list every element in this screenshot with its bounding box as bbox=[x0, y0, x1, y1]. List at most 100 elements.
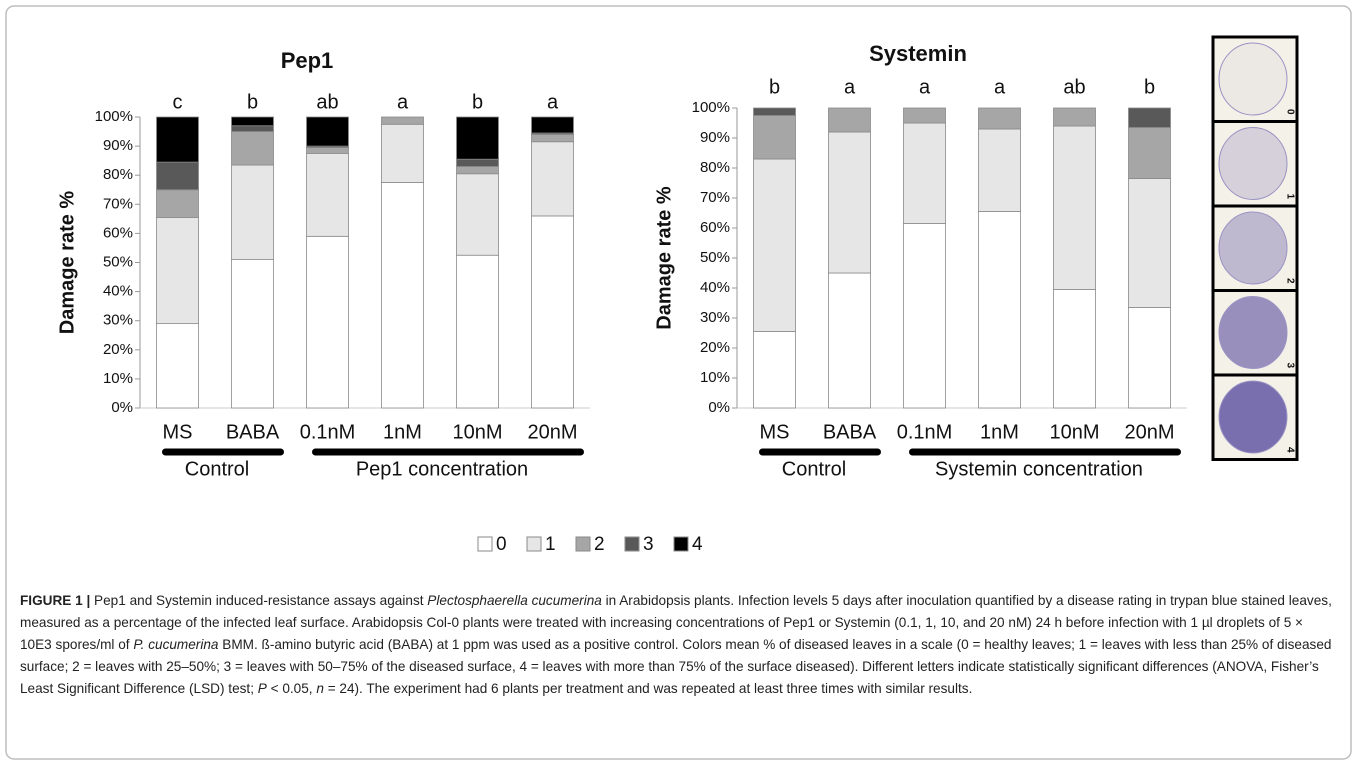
bar-segment bbox=[532, 216, 574, 408]
significance-letter: b bbox=[247, 91, 258, 113]
y-axis-label: Damage rate % bbox=[653, 186, 675, 330]
significance-letter: ab bbox=[316, 91, 338, 113]
bar-segment bbox=[307, 236, 349, 408]
bar-segment bbox=[157, 324, 199, 408]
legend-label: 3 bbox=[643, 534, 654, 555]
caption-text: n bbox=[316, 681, 324, 696]
x-tick-label: MS bbox=[163, 421, 193, 443]
bar-segment bbox=[829, 132, 871, 273]
leaf-label: 4 bbox=[1284, 447, 1295, 453]
y-tick-label: 70% bbox=[700, 189, 730, 206]
leaf-image bbox=[1219, 128, 1287, 200]
leaf-label: 2 bbox=[1284, 278, 1295, 284]
y-tick-label: 60% bbox=[103, 224, 133, 241]
bar-segment bbox=[754, 332, 796, 409]
bar-segment bbox=[904, 108, 946, 123]
bar-segment bbox=[904, 224, 946, 409]
y-tick-label: 0% bbox=[111, 399, 133, 416]
y-tick-label: 80% bbox=[103, 166, 133, 183]
bar-segment bbox=[382, 117, 424, 124]
caption-label: FIGURE 1 | bbox=[20, 593, 90, 608]
leaf-label: 3 bbox=[1284, 363, 1295, 369]
group-label: Pep1 concentration bbox=[356, 458, 528, 480]
figure: Pep1 Damage rate % 0% 10% 20% 3 0% 40% 50% 60% 70%… bbox=[0, 0, 1357, 765]
y-tick-label: 80% bbox=[700, 159, 730, 176]
leaf-image bbox=[1219, 381, 1287, 453]
y-tick-label: 100% bbox=[692, 99, 730, 116]
bar-segment bbox=[979, 129, 1021, 212]
bar-segment bbox=[979, 212, 1021, 409]
bar-segment bbox=[232, 117, 274, 126]
x-tick-label: BABA bbox=[226, 421, 280, 443]
bar-segment bbox=[1129, 128, 1171, 179]
caption-text: P. cucumerina bbox=[133, 637, 218, 652]
legend-swatch bbox=[674, 537, 688, 551]
legend-label: 1 bbox=[545, 534, 556, 555]
bar-segment bbox=[457, 255, 499, 408]
chart-title: Pep1 bbox=[281, 48, 334, 73]
significance-letter: a bbox=[844, 76, 856, 98]
legend-swatch bbox=[527, 537, 541, 551]
y-tick-label: 50% bbox=[700, 249, 730, 266]
bar-segment bbox=[532, 117, 574, 133]
y-axis-label: Damage rate % bbox=[56, 191, 78, 335]
bar-segment bbox=[1129, 179, 1171, 308]
bar-segment bbox=[232, 260, 274, 408]
bar-segment bbox=[157, 117, 199, 162]
significance-letter: b bbox=[472, 91, 483, 113]
bar-segment bbox=[232, 126, 274, 132]
group-label: Control bbox=[782, 458, 846, 480]
x-tick-label: 0.1nM bbox=[300, 421, 356, 443]
x-tick-label: 10nM bbox=[1049, 421, 1099, 443]
y-tick-label: 60% bbox=[700, 219, 730, 236]
chart-title: Systemin bbox=[869, 41, 967, 66]
caption-text: Plectosphaerella cucumerina bbox=[427, 593, 602, 608]
caption-text: < 0.05, bbox=[267, 681, 317, 696]
y-tick-label: 10% bbox=[700, 369, 730, 386]
bar-segment bbox=[1129, 108, 1171, 128]
bar-segment bbox=[754, 108, 796, 116]
bar-segment bbox=[532, 134, 574, 141]
bar-segment bbox=[979, 108, 1021, 129]
significance-letter: a bbox=[397, 91, 409, 113]
legend-label: 0 bbox=[496, 534, 507, 555]
caption: FIGURE 1 | Pep1 and Systemin induced-res… bbox=[20, 590, 1338, 700]
significance-letter: a bbox=[547, 91, 559, 113]
bar-segment bbox=[307, 153, 349, 236]
bar-segment bbox=[457, 117, 499, 159]
x-tick-label: BABA bbox=[823, 421, 877, 443]
legend-label: 2 bbox=[594, 534, 605, 555]
bar-segment bbox=[457, 174, 499, 255]
bar-segment bbox=[382, 124, 424, 182]
bar-segment bbox=[1054, 290, 1096, 409]
y-tick-label: 20% bbox=[700, 339, 730, 356]
y-tick-label: 40% bbox=[700, 279, 730, 296]
bar-segment bbox=[307, 148, 349, 154]
significance-letter: b bbox=[769, 76, 780, 98]
y-tick-label: 20% bbox=[103, 341, 133, 358]
leaf-label: 0 bbox=[1284, 109, 1295, 115]
y-tick-label: 90% bbox=[103, 137, 133, 154]
group-label: Control bbox=[185, 458, 249, 480]
bar-segment bbox=[157, 190, 199, 218]
bar-segment bbox=[232, 132, 274, 165]
bar-segment bbox=[1054, 126, 1096, 290]
legend-swatch bbox=[625, 537, 639, 551]
bar-segment bbox=[1054, 108, 1096, 126]
group-label: Systemin concentration bbox=[935, 458, 1143, 480]
y-tick-label: 10% bbox=[103, 370, 133, 387]
significance-letter: a bbox=[919, 76, 931, 98]
x-tick-label: 1nM bbox=[383, 421, 422, 443]
y-tick-label: 0% bbox=[708, 399, 730, 416]
y-tick-label: 90% bbox=[700, 129, 730, 146]
legend-label: 4 bbox=[692, 534, 703, 555]
caption-text: P bbox=[258, 681, 267, 696]
bar-segment bbox=[754, 116, 796, 160]
bar-segment bbox=[754, 159, 796, 332]
significance-letter: b bbox=[1144, 76, 1155, 98]
y-tick-label: 50% bbox=[103, 253, 133, 270]
x-tick-label: 0.1nM bbox=[897, 421, 953, 443]
y-tick-label: 100% bbox=[95, 108, 133, 125]
x-tick-label: 1nM bbox=[980, 421, 1019, 443]
bar-segment bbox=[532, 142, 574, 216]
